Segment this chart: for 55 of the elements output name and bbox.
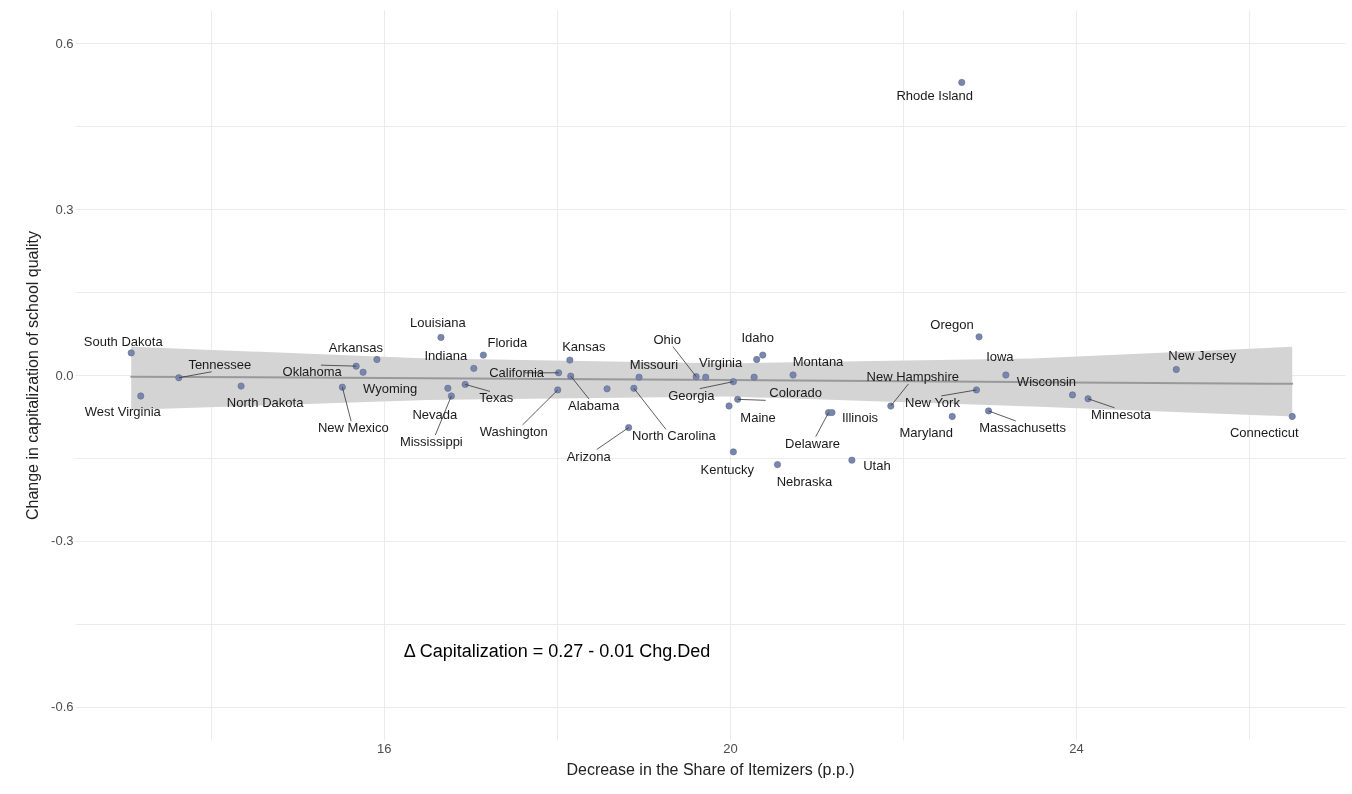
data-label: Wyoming <box>363 381 418 397</box>
data-label: Tennessee <box>188 356 252 372</box>
data-label: New York <box>905 394 961 410</box>
data-label: Ohio <box>653 331 681 347</box>
data-label: Colorado <box>769 385 823 401</box>
data-label: Wisconsin <box>1016 373 1077 389</box>
data-label: Nevada <box>412 407 459 423</box>
annotation: Δ Capitalization = 0.27 - 0.01 Chg.Ded <box>403 641 711 661</box>
data-label: Illinois <box>841 409 879 425</box>
data-label: Texas <box>479 390 514 406</box>
data-label: Oklahoma <box>282 364 343 380</box>
data-label: Montana <box>792 354 845 369</box>
data-label: New Jersey <box>1168 348 1237 364</box>
data-label: Virginia <box>699 355 743 371</box>
data-label: West Virginia <box>84 404 162 420</box>
data-label: Indiana <box>424 348 468 364</box>
x-tick-label: 24 <box>1069 740 1084 756</box>
data-label: Rhode Island <box>896 88 974 104</box>
y-tick-label: -0.3 <box>51 533 74 549</box>
y-axis-title: Change in capitalization of school quality <box>24 230 42 521</box>
data-label: Washington <box>479 423 548 439</box>
data-label: California <box>489 364 545 380</box>
data-label: Minnesota <box>1091 406 1152 422</box>
data-label: Idaho <box>741 329 774 345</box>
data-label: Massachusetts <box>979 419 1067 435</box>
data-label: Missouri <box>629 357 679 373</box>
x-tick-label: 16 <box>377 740 392 756</box>
data-label: Mississippi <box>399 434 463 450</box>
x-tick-label: 20 <box>723 740 738 756</box>
y-tick-label: -0.6 <box>51 699 74 715</box>
y-tick-label: 0.6 <box>55 35 74 51</box>
y-tick-label: 0.0 <box>55 367 74 383</box>
data-label: South Dakota <box>83 333 164 349</box>
data-label: Louisiana <box>410 315 467 331</box>
data-label: New Hampshire <box>866 368 960 384</box>
data-label: New Mexico <box>317 420 389 436</box>
y-tick-label: 0.3 <box>55 201 74 217</box>
data-label: North Carolina <box>631 428 717 444</box>
data-label: North Dakota <box>226 395 305 411</box>
data-label: Utah <box>863 458 891 474</box>
data-label: Maryland <box>899 425 953 441</box>
data-label: Georgia <box>668 387 716 403</box>
data-label: Delaware <box>785 435 840 451</box>
data-label: Arkansas <box>328 339 384 355</box>
data-label: Nebraska <box>776 473 834 489</box>
data-label: Alabama <box>568 398 621 414</box>
data-label: Iowa <box>986 349 1015 364</box>
data-label: Maine <box>740 409 776 425</box>
data-label: Kansas <box>562 339 607 355</box>
data-label: Arizona <box>566 448 612 464</box>
data-label: Kentucky <box>700 461 755 477</box>
data-label: Connecticut <box>1229 425 1299 441</box>
data-label: Oregon <box>930 316 974 332</box>
data-label: Florida <box>487 335 528 351</box>
x-axis-title: Decrease in the Share of Itemizers (p.p.) <box>566 760 855 778</box>
